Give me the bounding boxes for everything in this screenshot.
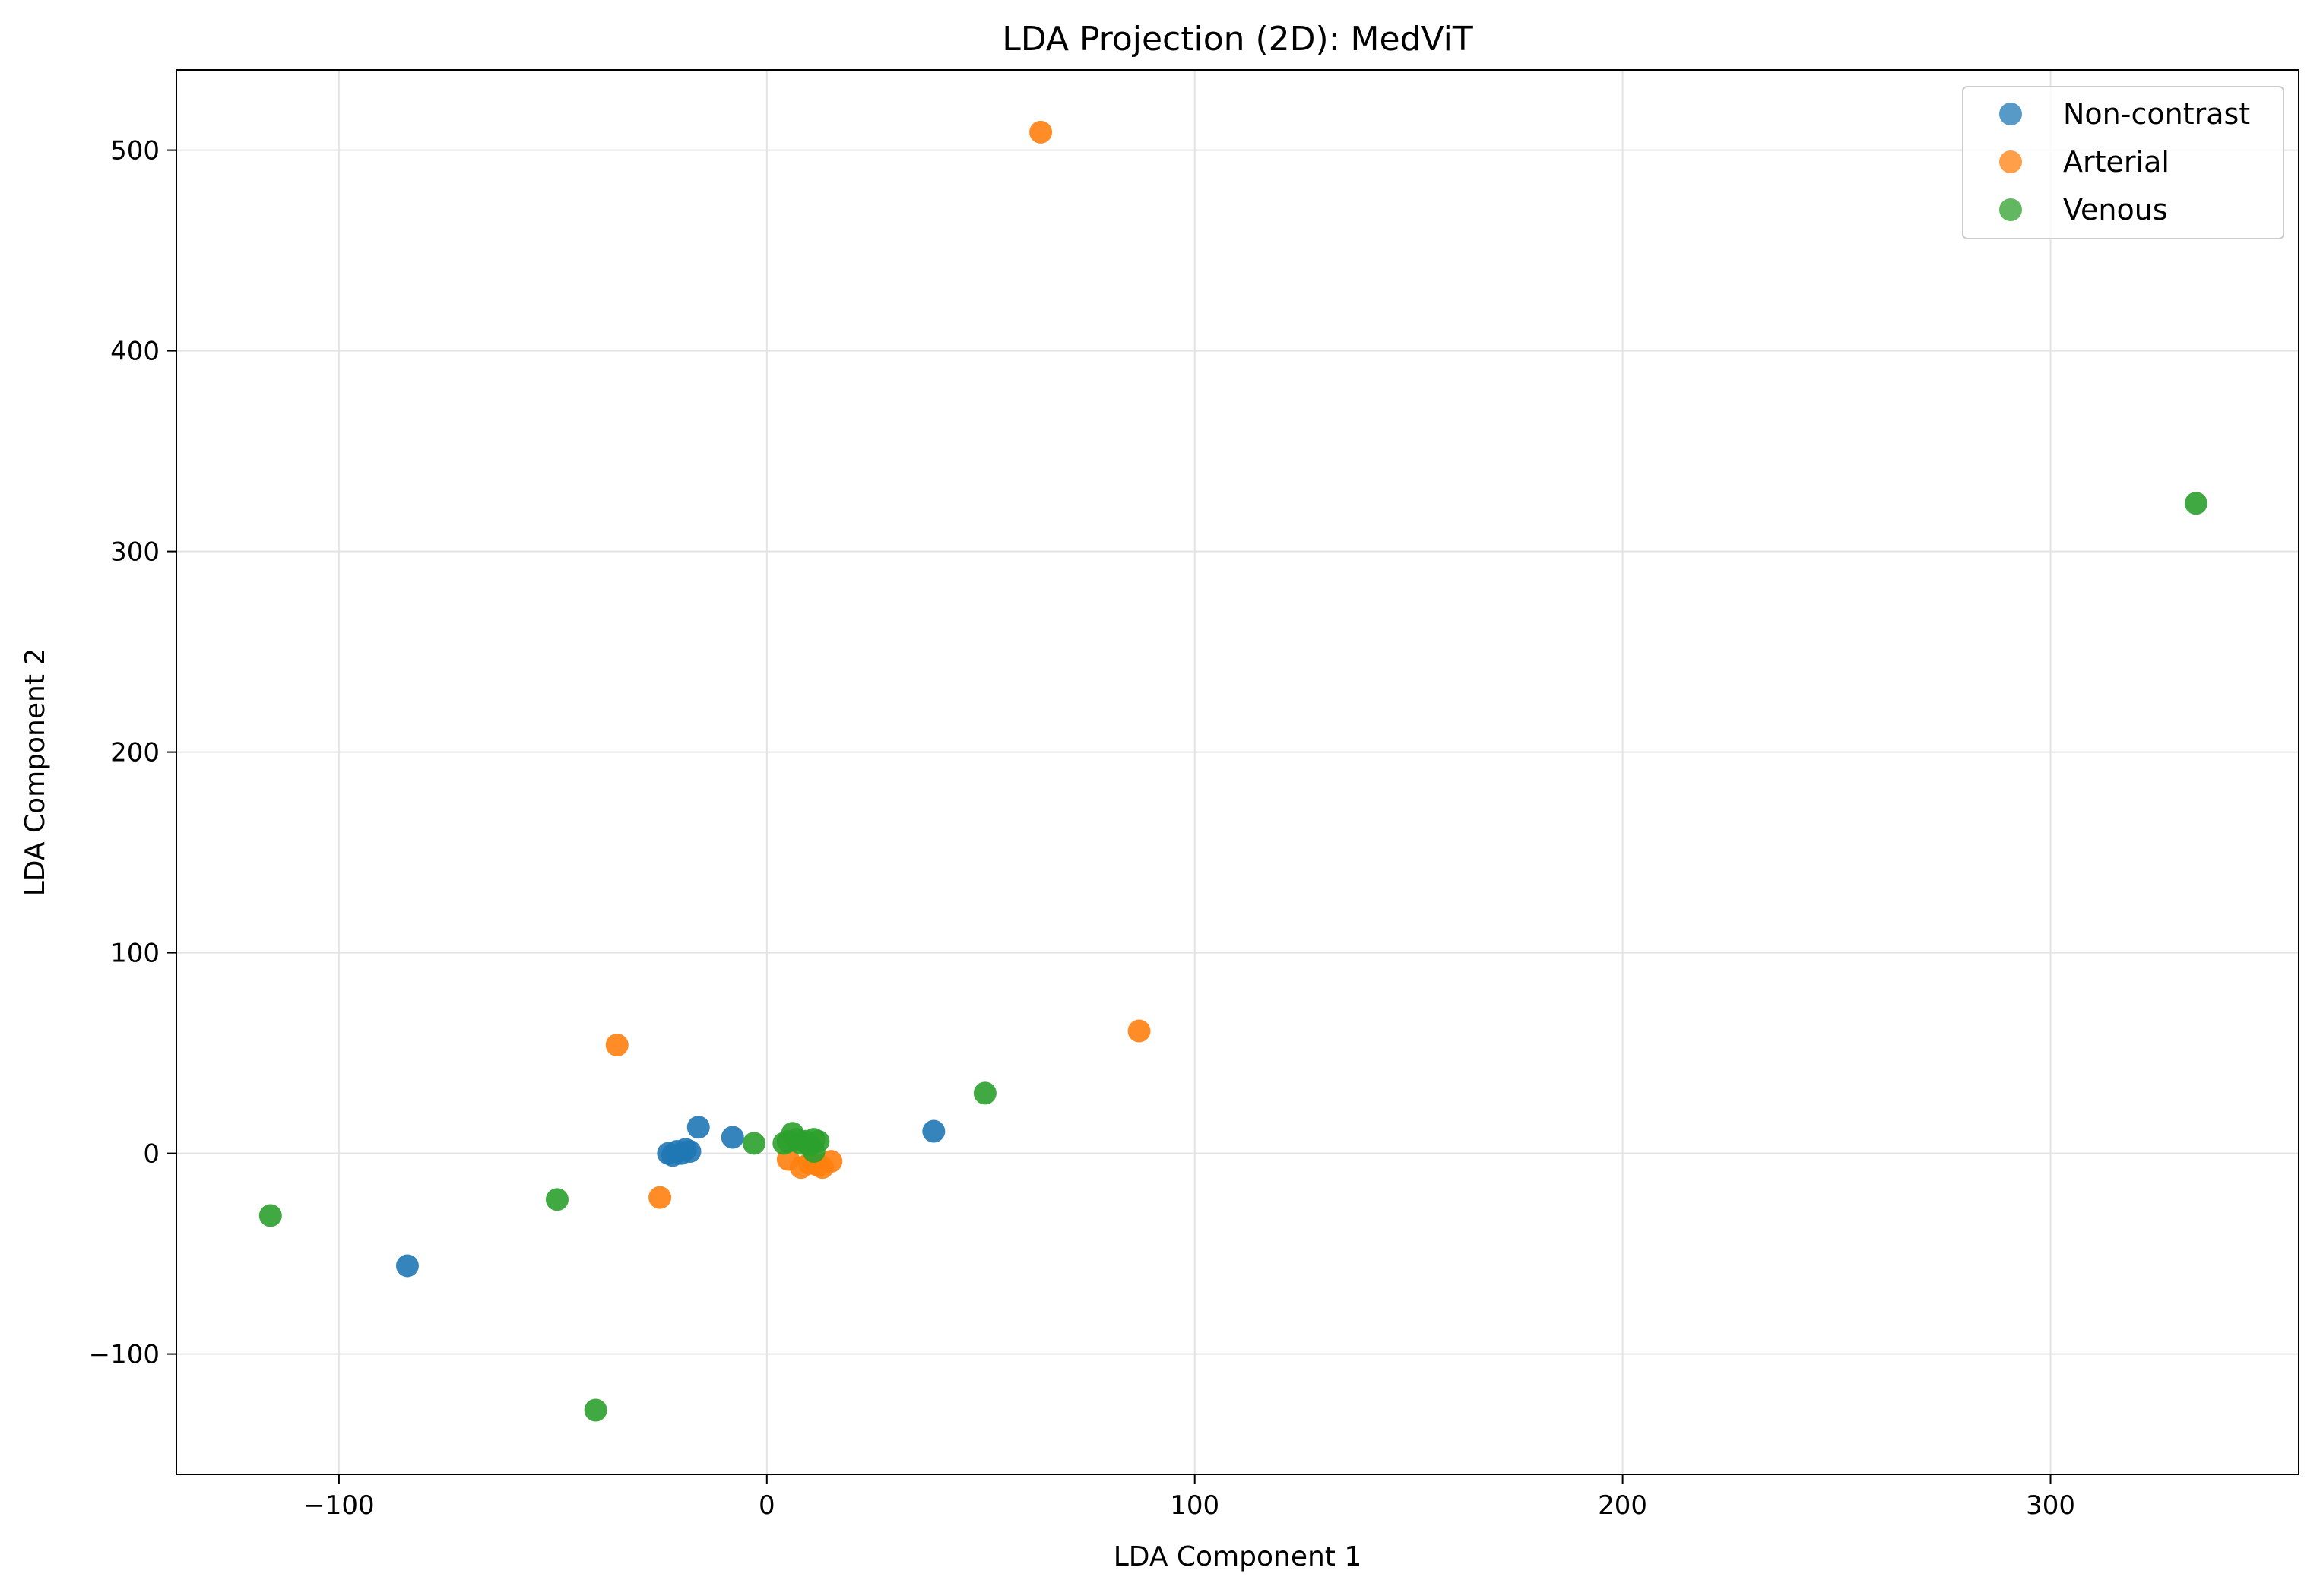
data-point bbox=[584, 1398, 607, 1422]
x-tick-label: 100 bbox=[1170, 1490, 1219, 1521]
y-tick-label: 100 bbox=[110, 939, 160, 969]
legend-label: Venous bbox=[2063, 193, 2168, 226]
plot-frame bbox=[176, 69, 2299, 1475]
data-point bbox=[258, 1204, 282, 1227]
legend: Non-contrast Arterial Venous bbox=[1962, 86, 2284, 239]
legend-marker bbox=[1999, 103, 2022, 125]
legend-marker bbox=[1999, 150, 2022, 173]
data-point bbox=[742, 1132, 765, 1155]
y-tick-label: 200 bbox=[110, 738, 160, 768]
data-point bbox=[802, 1139, 826, 1163]
y-tick-label: −100 bbox=[89, 1340, 160, 1370]
x-tick-label: −100 bbox=[303, 1490, 374, 1521]
x-axis-title: LDA Component 1 bbox=[1114, 1541, 1362, 1572]
legend-label: Arterial bbox=[2063, 145, 2169, 179]
data-point bbox=[819, 1150, 843, 1173]
legend-items: Non-contrast Arterial Venous bbox=[1999, 97, 2250, 226]
x-tick-label: 0 bbox=[759, 1490, 775, 1521]
y-tick-label: 500 bbox=[110, 136, 160, 166]
data-point bbox=[1029, 120, 1053, 144]
data-point bbox=[395, 1254, 419, 1278]
data-points bbox=[258, 120, 2207, 1422]
series-non-contrast bbox=[395, 1116, 946, 1278]
data-point bbox=[1127, 1019, 1151, 1043]
grid-lines bbox=[176, 70, 2299, 1474]
data-point bbox=[545, 1188, 569, 1211]
data-point bbox=[648, 1186, 672, 1209]
x-tick-label: 200 bbox=[1598, 1490, 1647, 1521]
data-point bbox=[2184, 492, 2207, 515]
data-point bbox=[678, 1139, 702, 1163]
data-point bbox=[973, 1081, 997, 1105]
data-point bbox=[605, 1034, 629, 1057]
axis-ticks: −100 0 100 200 300 −100 0 100 200 300 400 500 bbox=[89, 136, 2075, 1521]
y-tick-label: 0 bbox=[143, 1139, 160, 1170]
data-point bbox=[922, 1119, 946, 1143]
y-axis-title: LDA Component 2 bbox=[20, 648, 51, 897]
legend-box bbox=[1962, 86, 2284, 239]
data-point bbox=[721, 1126, 744, 1149]
y-tick-label: 400 bbox=[110, 337, 160, 367]
chart-title: LDA Projection (2D): MedViT bbox=[1002, 20, 1473, 59]
legend-label: Non-contrast bbox=[2063, 97, 2250, 131]
series-venous bbox=[258, 492, 2207, 1422]
y-tick-label: 300 bbox=[110, 537, 160, 568]
data-point bbox=[686, 1116, 710, 1139]
legend-marker bbox=[1999, 198, 2022, 221]
x-tick-label: 300 bbox=[2026, 1490, 2075, 1521]
